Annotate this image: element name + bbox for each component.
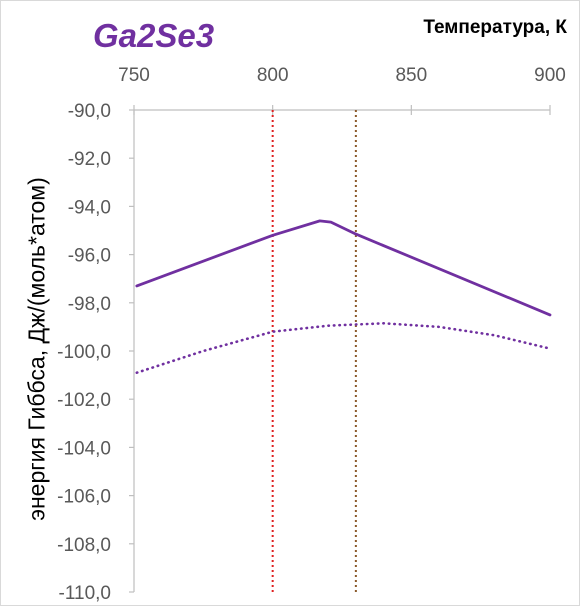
y-tick-label: -90,0 (68, 101, 111, 122)
y-tick-label: -108,0 (57, 535, 111, 556)
x-tick-label: 800 (257, 65, 289, 86)
y-tick-label: -98,0 (68, 294, 111, 315)
y-tick-label: -92,0 (68, 149, 111, 170)
series-line-dotted (135, 321, 552, 375)
x-tick-label: 850 (395, 65, 427, 86)
y-tick-label: -110,0 (59, 583, 111, 604)
chart-title: Ga2Se3 (93, 17, 215, 54)
x-tick-label: 750 (118, 65, 150, 86)
y-tick-label: -100,0 (57, 342, 111, 363)
y-tick-label: -102,0 (57, 390, 111, 411)
x-axis-title: Температура, К (423, 17, 567, 38)
y-tick-label: -106,0 (57, 487, 111, 508)
y-tick-label: -104,0 (57, 438, 111, 459)
y-tick-label: -96,0 (68, 246, 111, 267)
x-tick-label: 900 (534, 65, 566, 86)
series-line-solid (135, 219, 552, 317)
y-tick-label: -94,0 (68, 197, 111, 218)
